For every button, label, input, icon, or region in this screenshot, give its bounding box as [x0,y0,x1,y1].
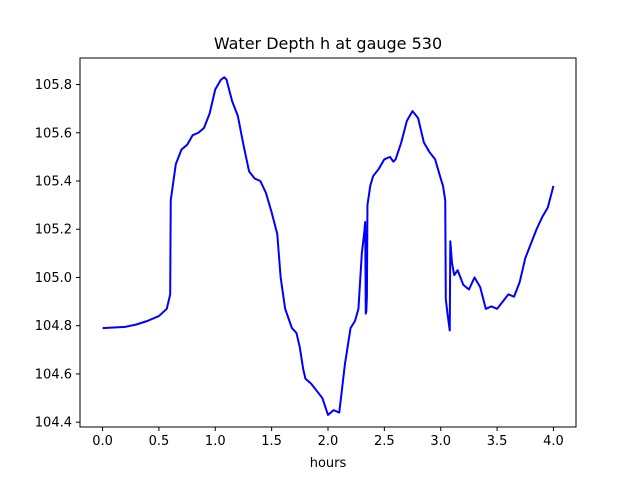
y-tick-label: 104.8 [35,319,72,334]
y-tick-label: 104.6 [35,367,72,382]
x-axis-label: hours [310,456,347,471]
x-tick-label: 3.5 [487,434,508,449]
x-axis: 0.0 0.5 1.0 1.5 2.0 2.5 3.0 3.5 4.0 [92,427,564,449]
x-tick-label: 3.0 [430,434,451,449]
y-tick-label: 104.4 [35,416,72,431]
y-tick-label: 105.6 [35,126,72,141]
x-tick-label: 2.5 [374,434,395,449]
series-line-water-depth [102,76,555,416]
y-tick-label: 105.8 [35,78,72,93]
y-tick-label: 105.2 [35,223,72,238]
x-tick-label: 0.5 [149,434,170,449]
y-axis: 104.4 104.6 104.8 105.0 105.2 105.4 105.6 105.8 [35,78,80,431]
x-tick-label: 1.5 [261,434,282,449]
y-tick-label: 105.4 [35,175,72,190]
chart-title: Water Depth h at gauge 530 [214,34,442,53]
x-tick-label: 2.0 [318,434,339,449]
x-tick-label: 4.0 [543,434,564,449]
y-tick-label: 105.0 [35,271,72,286]
x-tick-label: 1.0 [205,434,226,449]
x-tick-label: 0.0 [92,434,113,449]
